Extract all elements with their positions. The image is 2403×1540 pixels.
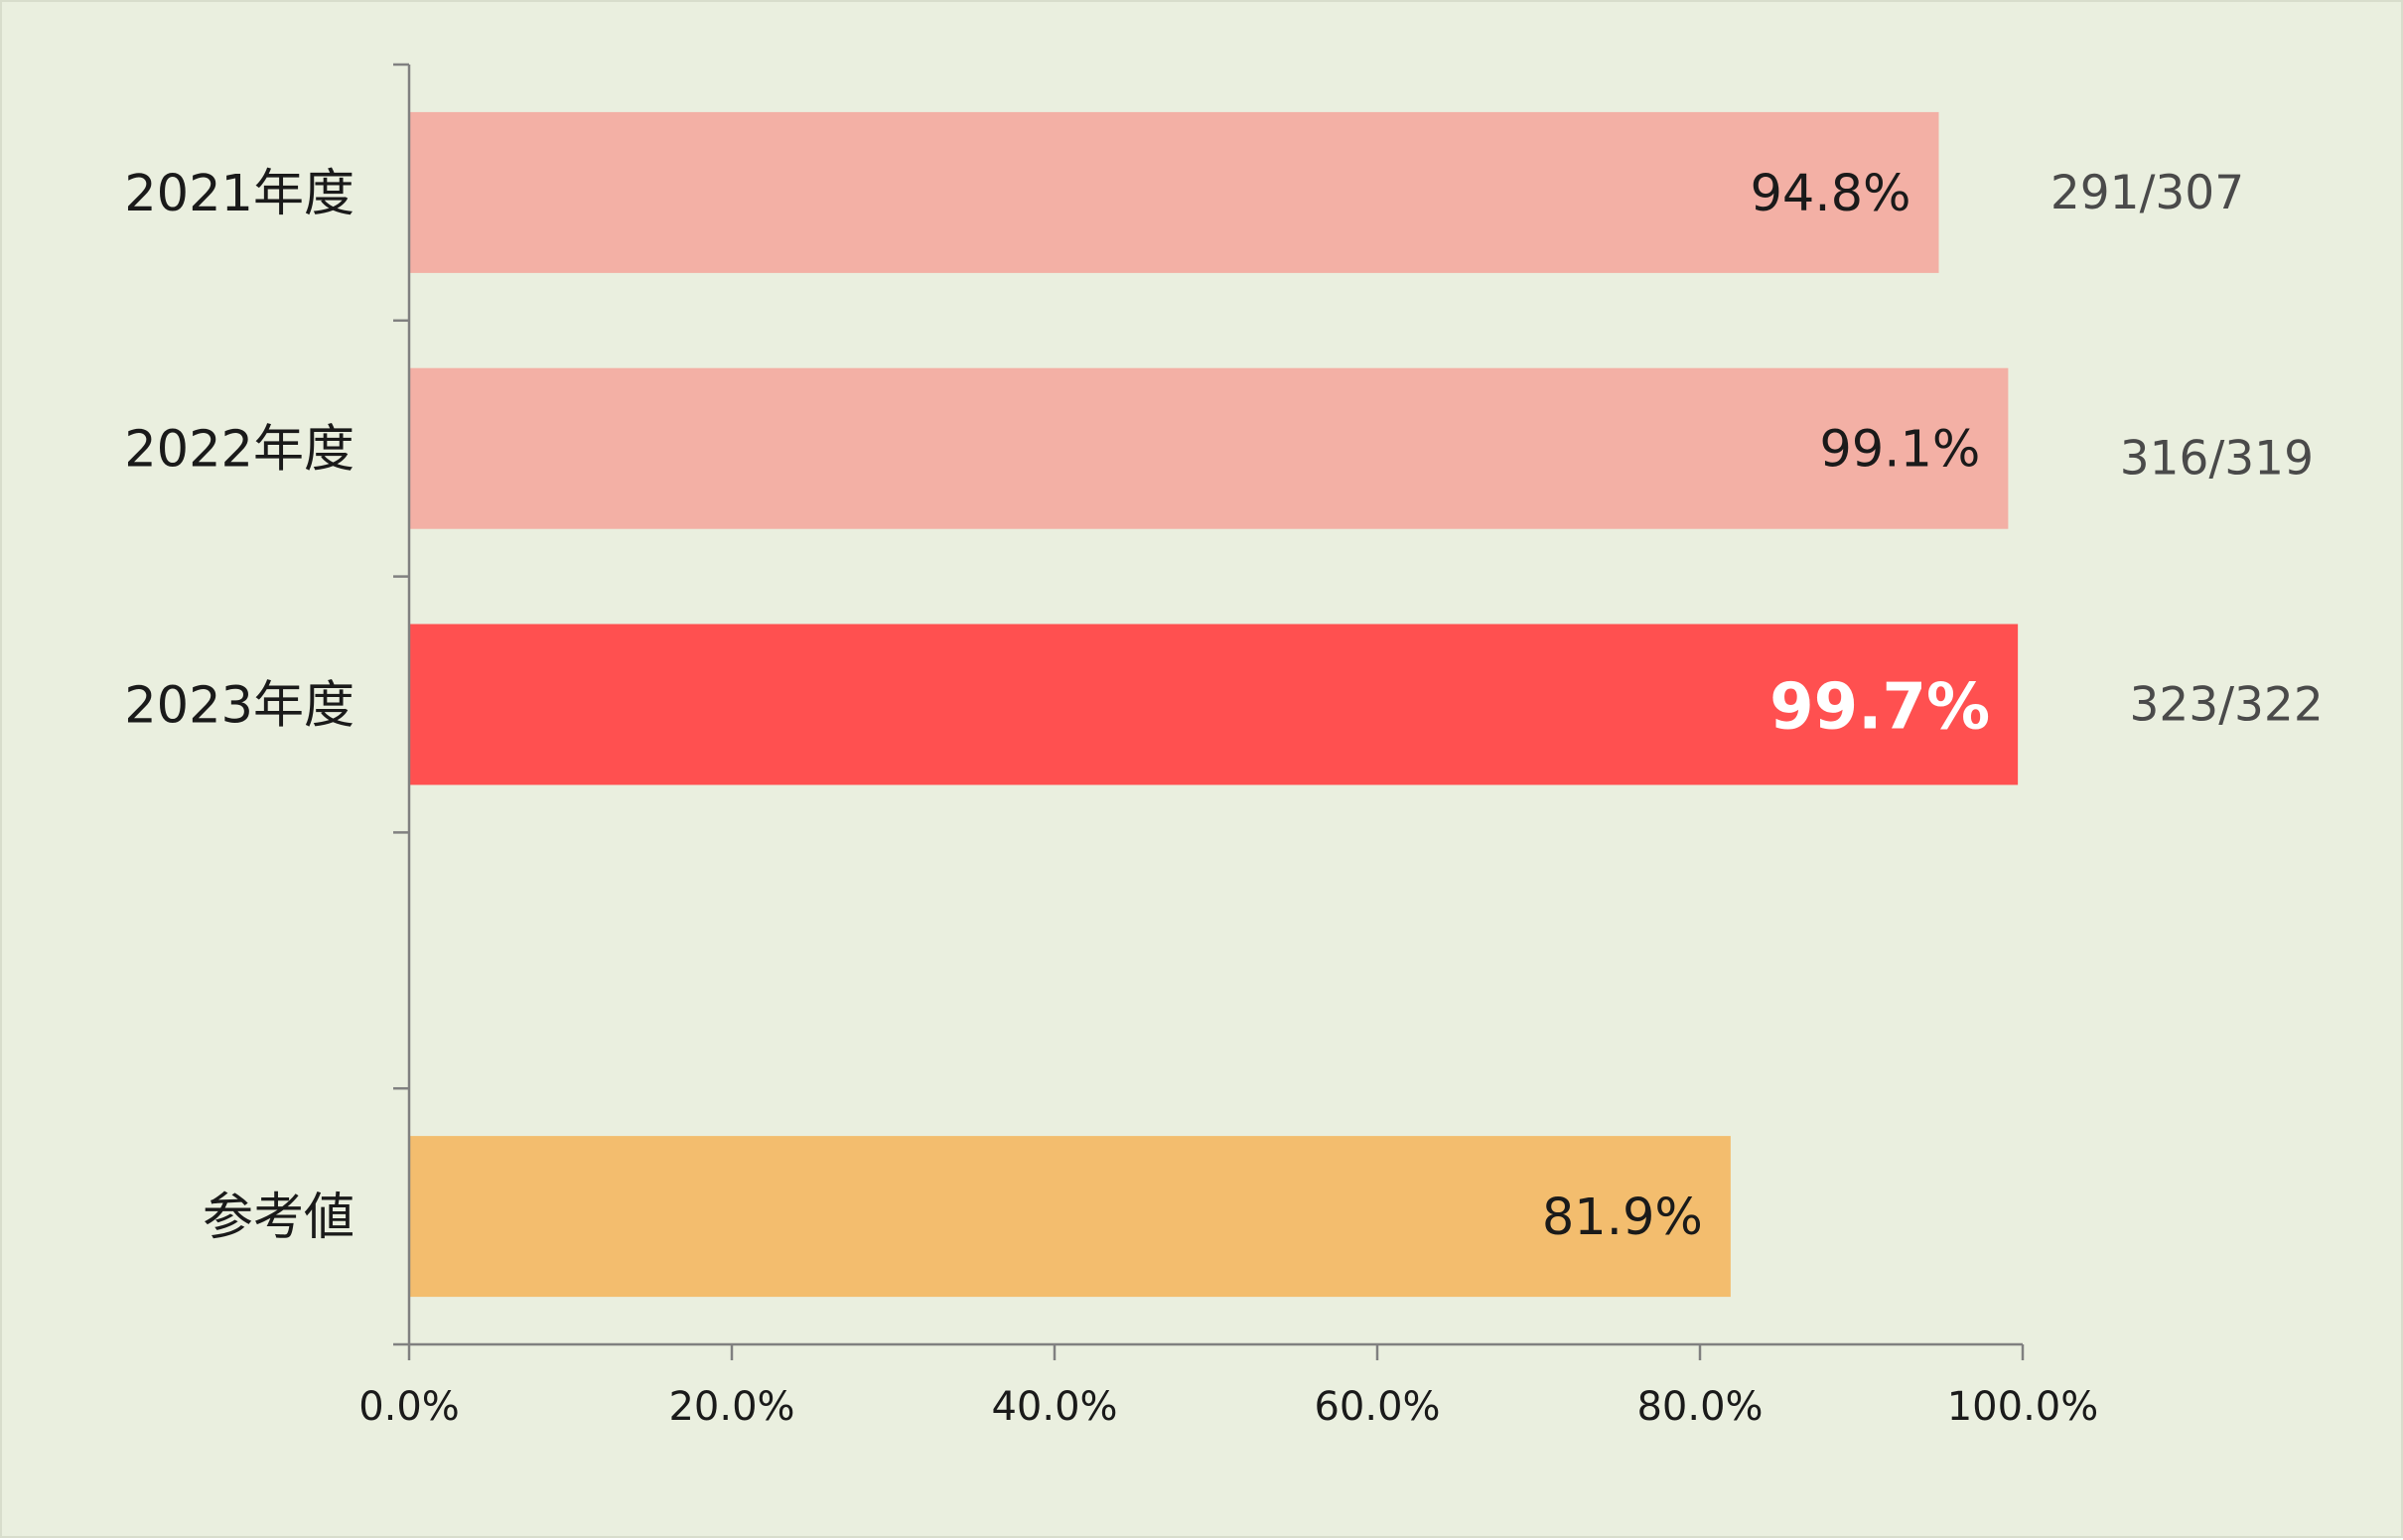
bars-layer (409, 111, 2019, 1298)
count-label: 323/322 (2129, 678, 2323, 733)
count-label: 316/319 (2120, 432, 2314, 487)
bar (409, 624, 2019, 785)
category-label: 参考値 (203, 1189, 354, 1247)
category-label: 2023年度 (124, 677, 354, 736)
x-tick-label: 40.0% (991, 1384, 1117, 1430)
value-label: 81.9% (1542, 1189, 1703, 1247)
x-tick-label: 0.0% (358, 1384, 460, 1430)
value-label: 99.7% (1769, 671, 1990, 745)
value-label: 99.1% (1819, 421, 1980, 480)
category-label: 2021年度 (124, 165, 354, 223)
axes (393, 63, 2025, 1360)
bar (409, 367, 2009, 529)
bar (409, 111, 1939, 273)
x-tick-label: 100.0% (1947, 1384, 2099, 1430)
category-label: 2022年度 (124, 421, 354, 480)
x-tick-label: 20.0% (668, 1384, 794, 1430)
x-tick-label: 80.0% (1636, 1384, 1763, 1430)
labels-layer: 2021年度 94.8% 291/307 2022年度 99.1% 316/319 2023… (124, 165, 2324, 1430)
x-tick-label: 60.0% (1314, 1384, 1440, 1430)
bar (409, 1136, 1731, 1298)
value-label: 94.8% (1750, 165, 1910, 223)
count-label: 291/307 (2050, 166, 2244, 220)
